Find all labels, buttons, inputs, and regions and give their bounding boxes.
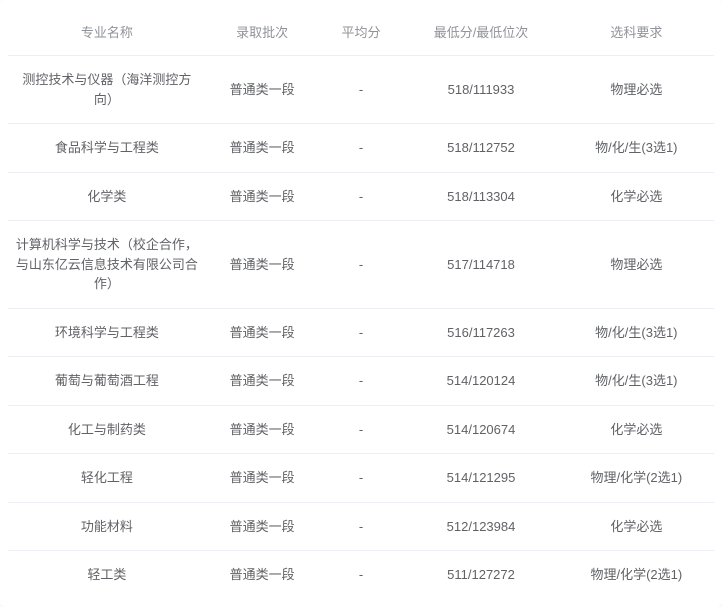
- cell-name: 化工与制药类: [8, 405, 206, 454]
- cell-score: 518/111933: [403, 56, 558, 124]
- cell-req: 物理必选: [559, 221, 714, 309]
- cell-score: 514/120124: [403, 357, 558, 406]
- cell-score: 518/113304: [403, 172, 558, 221]
- table-row: 轻化工程 普通类一段 - 514/121295 物理/化学(2选1): [8, 454, 714, 503]
- cell-batch: 普通类一段: [206, 502, 319, 551]
- cell-score: 518/112752: [403, 124, 558, 173]
- cell-name: 食品科学与工程类: [8, 124, 206, 173]
- cell-avg: -: [319, 405, 404, 454]
- cell-req: 物理/化学(2选1): [559, 454, 714, 503]
- col-header-name: 专业名称: [8, 8, 206, 56]
- cell-req: 物/化/生(3选1): [559, 357, 714, 406]
- cell-score: 516/117263: [403, 308, 558, 357]
- cell-avg: -: [319, 221, 404, 309]
- cell-req: 物/化/生(3选1): [559, 308, 714, 357]
- table-body: 测控技术与仪器（海洋测控方向） 普通类一段 - 518/111933 物理必选 …: [8, 56, 714, 599]
- cell-req: 物理必选: [559, 56, 714, 124]
- cell-batch: 普通类一段: [206, 124, 319, 173]
- cell-avg: -: [319, 357, 404, 406]
- cell-name: 葡萄与葡萄酒工程: [8, 357, 206, 406]
- admission-table: 专业名称 录取批次 平均分 最低分/最低位次 选科要求 测控技术与仪器（海洋测控…: [8, 8, 714, 599]
- col-header-batch: 录取批次: [206, 8, 319, 56]
- cell-score: 514/121295: [403, 454, 558, 503]
- cell-avg: -: [319, 454, 404, 503]
- cell-avg: -: [319, 124, 404, 173]
- table-row: 葡萄与葡萄酒工程 普通类一段 - 514/120124 物/化/生(3选1): [8, 357, 714, 406]
- cell-batch: 普通类一段: [206, 357, 319, 406]
- cell-batch: 普通类一段: [206, 405, 319, 454]
- cell-name: 环境科学与工程类: [8, 308, 206, 357]
- table-row: 测控技术与仪器（海洋测控方向） 普通类一段 - 518/111933 物理必选: [8, 56, 714, 124]
- table-row: 食品科学与工程类 普通类一段 - 518/112752 物/化/生(3选1): [8, 124, 714, 173]
- col-header-avg: 平均分: [319, 8, 404, 56]
- table-row: 功能材料 普通类一段 - 512/123984 化学必选: [8, 502, 714, 551]
- cell-score: 511/127272: [403, 551, 558, 599]
- cell-name: 化学类: [8, 172, 206, 221]
- table-row: 环境科学与工程类 普通类一段 - 516/117263 物/化/生(3选1): [8, 308, 714, 357]
- cell-name: 功能材料: [8, 502, 206, 551]
- table-header-row: 专业名称 录取批次 平均分 最低分/最低位次 选科要求: [8, 8, 714, 56]
- cell-avg: -: [319, 502, 404, 551]
- cell-score: 517/114718: [403, 221, 558, 309]
- cell-batch: 普通类一段: [206, 221, 319, 309]
- cell-avg: -: [319, 308, 404, 357]
- cell-avg: -: [319, 551, 404, 599]
- cell-batch: 普通类一段: [206, 172, 319, 221]
- table-row: 化工与制药类 普通类一段 - 514/120674 化学必选: [8, 405, 714, 454]
- cell-name: 轻工类: [8, 551, 206, 599]
- cell-name: 测控技术与仪器（海洋测控方向）: [8, 56, 206, 124]
- cell-name: 计算机科学与技术（校企合作，与山东亿云信息技术有限公司合作）: [8, 221, 206, 309]
- col-header-score: 最低分/最低位次: [403, 8, 558, 56]
- cell-req: 物理/化学(2选1): [559, 551, 714, 599]
- table-header: 专业名称 录取批次 平均分 最低分/最低位次 选科要求: [8, 8, 714, 56]
- cell-score: 514/120674: [403, 405, 558, 454]
- cell-avg: -: [319, 172, 404, 221]
- table-row: 轻工类 普通类一段 - 511/127272 物理/化学(2选1): [8, 551, 714, 599]
- cell-batch: 普通类一段: [206, 551, 319, 599]
- cell-req: 物/化/生(3选1): [559, 124, 714, 173]
- cell-score: 512/123984: [403, 502, 558, 551]
- cell-batch: 普通类一段: [206, 454, 319, 503]
- cell-req: 化学必选: [559, 502, 714, 551]
- cell-name: 轻化工程: [8, 454, 206, 503]
- table-row: 化学类 普通类一段 - 518/113304 化学必选: [8, 172, 714, 221]
- cell-avg: -: [319, 56, 404, 124]
- cell-req: 化学必选: [559, 172, 714, 221]
- admission-table-container: 专业名称 录取批次 平均分 最低分/最低位次 选科要求 测控技术与仪器（海洋测控…: [0, 0, 722, 607]
- table-row: 计算机科学与技术（校企合作，与山东亿云信息技术有限公司合作） 普通类一段 - 5…: [8, 221, 714, 309]
- col-header-req: 选科要求: [559, 8, 714, 56]
- cell-req: 化学必选: [559, 405, 714, 454]
- cell-batch: 普通类一段: [206, 56, 319, 124]
- cell-batch: 普通类一段: [206, 308, 319, 357]
